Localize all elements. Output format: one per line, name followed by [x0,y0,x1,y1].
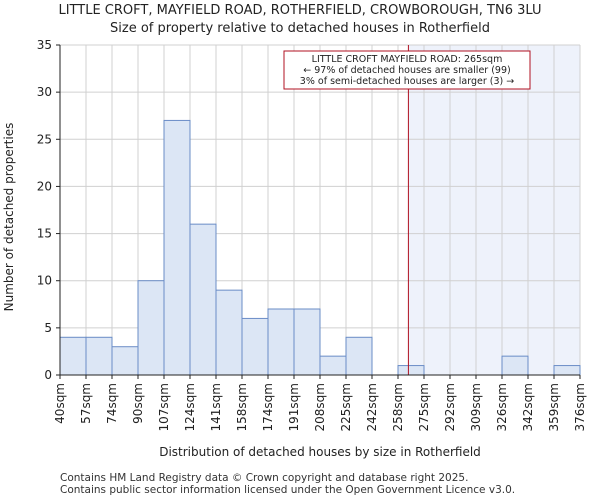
annotation-line-1: LITTLE CROFT MAYFIELD ROAD: 265sqm [312,54,503,65]
x-tick-label: 57sqm [79,383,93,424]
x-tick-label: 342sqm [521,383,535,431]
x-tick-label: 242sqm [365,383,379,431]
x-tick-label: 292sqm [443,383,457,431]
x-tick-label: 275sqm [417,383,431,431]
x-tick-label: 258sqm [391,383,405,431]
bar [293,308,321,376]
bar [241,317,269,376]
x-tick-label: 40sqm [53,383,67,424]
annotation-box: LITTLE CROFT MAYFIELD ROAD: 265sqm ← 97%… [283,50,531,90]
y-tick-label: 5 [44,321,52,335]
x-tick-label: 309sqm [469,383,483,431]
x-tick-label: 90sqm [131,383,145,424]
bar [319,355,347,376]
x-tick-label: 107sqm [157,383,171,431]
bar [163,119,191,376]
bar [267,308,295,376]
highlight-region [408,45,580,375]
x-tick-label: 208sqm [313,383,327,431]
bar [553,365,581,376]
footer-licence: Contains public sector information licen… [60,484,516,496]
y-tick-label: 10 [37,274,52,288]
bar [397,365,425,376]
bar [501,355,529,376]
y-tick-label: 35 [37,38,52,52]
footer-copyright: Contains HM Land Registry data © Crown c… [60,472,469,484]
y-tick-label: 25 [37,132,52,146]
bar [137,280,165,376]
x-tick-label: 225sqm [339,383,353,431]
x-tick-label: 174sqm [261,383,275,431]
histogram-chart: 0 5 10 15 20 25 30 35 40sqm 57sqm 74sqm 90sqm 107sqm… [2,38,587,459]
bar [215,289,243,376]
bar [345,336,373,376]
chart-title: LITTLE CROFT, MAYFIELD ROAD, ROTHERFIELD… [58,3,542,18]
bar [59,336,87,376]
bar [111,346,139,376]
bar [85,336,113,376]
x-tick-label: 74sqm [105,383,119,424]
x-axis-label: Distribution of detached houses by size … [159,445,481,459]
x-tick-label: 141sqm [209,383,223,431]
y-tick-label: 15 [37,227,52,241]
annotation-line-3: 3% of semi-detached houses are larger (3… [300,76,514,87]
y-tick-label: 0 [44,368,52,382]
y-axis-label: Number of detached properties [2,123,16,312]
y-tick-label: 30 [37,85,52,99]
x-tick-label: 359sqm [547,383,561,431]
x-tick-label: 124sqm [183,383,197,431]
x-tick-label: 376sqm [573,383,587,431]
x-tick-label: 191sqm [287,383,301,431]
annotation-line-2: ← 97% of detached houses are smaller (99… [303,65,510,76]
chart-subtitle: Size of property relative to detached ho… [110,21,490,36]
y-tick-label: 20 [37,179,52,193]
bar [189,223,217,376]
x-tick-label: 158sqm [235,383,249,431]
x-tick-label: 326sqm [495,383,509,431]
